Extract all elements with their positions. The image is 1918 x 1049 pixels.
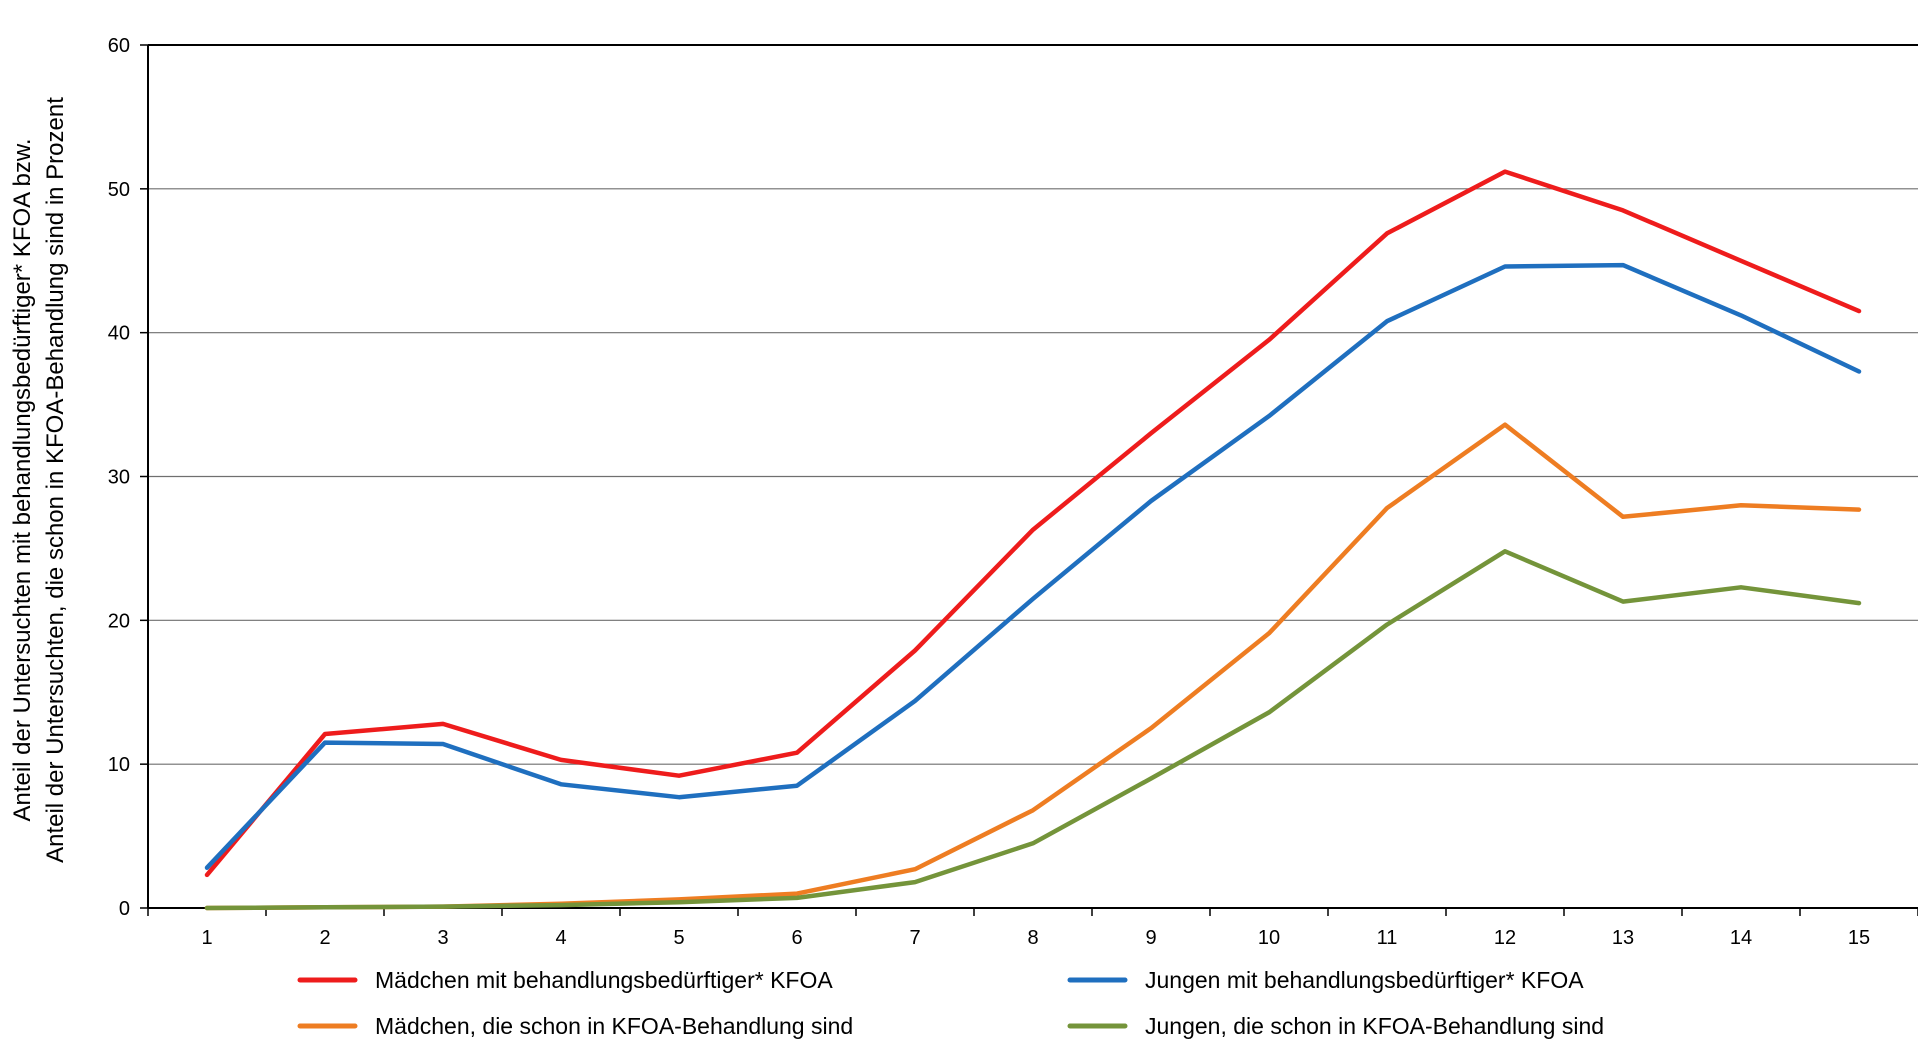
legend-label: Jungen, die schon in KFOA-Behandlung sin… [1145,1013,1604,1039]
y-tick-label: 30 [108,467,130,489]
x-tick-label: 14 [1730,927,1752,949]
y-tick-label: 50 [108,179,130,201]
grid-layer [148,44,1918,765]
x-tick-label: 6 [791,927,802,949]
x-tick-label: 10 [1258,927,1280,949]
legend-item: Mädchen mit behandlungsbedürftiger* KFOA [297,967,833,993]
series-line-3 [204,422,1862,911]
series-layer [204,169,1862,911]
legend-item: Jungen, die schon in KFOA-Behandlung sin… [1067,1013,1604,1039]
y-tick-label: 20 [108,610,130,632]
y-axis-title-line-1: Anteil der Untersuchten mit behandlungsb… [9,138,36,821]
legend: Mädchen mit behandlungsbedürftiger* KFOA… [297,967,1604,1039]
legend-label: Jungen mit behandlungsbedürftiger* KFOA [1145,967,1584,993]
x-tick-label: 11 [1377,927,1398,949]
x-tick-label: 5 [673,927,684,949]
x-tick-label: 4 [555,927,566,949]
x-tick-label: 8 [1027,927,1038,949]
series-line-2 [204,262,1862,870]
series-line-1 [204,169,1862,878]
x-tick-label: 2 [319,927,330,949]
x-tick-label: 7 [909,927,920,949]
y-tick-label: 10 [108,754,130,776]
series-line-4 [204,549,1862,911]
x-tick-label: 3 [437,927,448,949]
x-tick-label: 12 [1494,927,1516,949]
legend-label: Mädchen, die schon in KFOA-Behandlung si… [375,1013,853,1039]
y-tick-label: 40 [108,323,130,345]
y-tick-label: 0 [119,898,130,920]
x-tick-label: 13 [1612,927,1634,949]
x-tick-label: 9 [1145,927,1156,949]
legend-item: Jungen mit behandlungsbedürftiger* KFOA [1067,967,1584,993]
y-tick-label: 60 [108,35,130,57]
y-axis-title: Anteil der Untersuchten mit behandlungsb… [9,97,69,863]
legend-item: Mädchen, die schon in KFOA-Behandlung si… [297,1013,853,1039]
y-axis-title-line-2: Anteil der Untersuchten, die schon in KF… [42,97,69,863]
x-tick-label: 15 [1848,927,1870,949]
x-tick-label: 1 [201,927,212,949]
legend-label: Mädchen mit behandlungsbedürftiger* KFOA [375,967,833,993]
